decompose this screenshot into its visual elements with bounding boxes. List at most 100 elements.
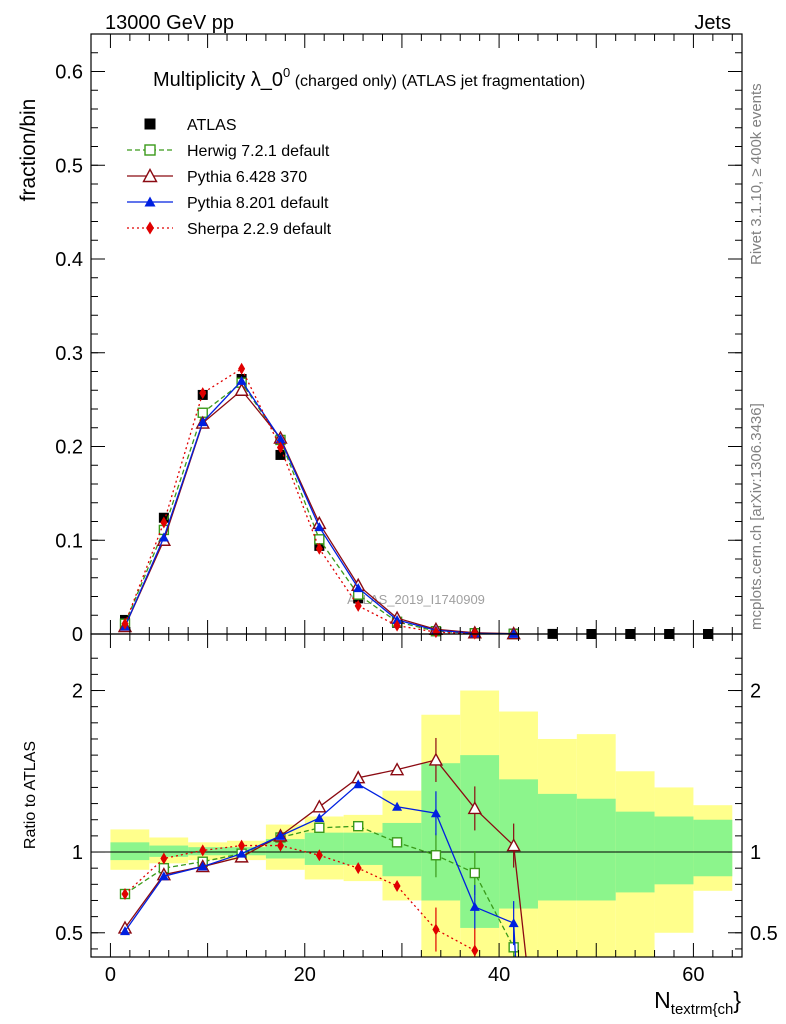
ratio-uncertainty-bands <box>110 690 733 957</box>
inner-band-bin <box>382 822 422 877</box>
main-y-axis-label: fraction/bin <box>17 99 40 202</box>
data-marker <box>197 861 208 871</box>
data-marker <box>430 850 442 861</box>
x-tick-label: 0 <box>105 964 116 986</box>
data-marker <box>506 838 521 852</box>
data-marker <box>315 849 323 862</box>
main-y-tick-label: 0.4 <box>55 249 83 271</box>
data-marker <box>275 434 286 443</box>
main-y-tick-label: 0.3 <box>55 343 83 365</box>
data-marker <box>389 762 405 776</box>
data-marker <box>391 837 403 848</box>
inner-band-bin <box>304 832 344 865</box>
x-axis-label-sub: textrm{ch <box>671 1001 734 1018</box>
ratio-y-tick-label-right: 1 <box>750 842 761 864</box>
data-marker <box>469 867 480 879</box>
main-series-group <box>117 362 713 640</box>
x-axis-label: Ntextrm{ch} <box>654 987 741 1018</box>
ratio-y-tick-label-right: 2 <box>750 681 761 703</box>
chart-title-superscript: 0 <box>283 65 290 80</box>
data-marker <box>236 848 247 858</box>
data-marker <box>144 144 156 156</box>
ratio-y-tick-label: 1 <box>72 842 83 864</box>
data-marker <box>432 626 440 639</box>
chart-title: Multiplicity λ_00 (charged only) (ATLAS … <box>153 65 585 91</box>
data-marker <box>354 862 362 875</box>
ratio-y-tick-label: 0.5 <box>55 923 83 945</box>
main-y-tick-label: 0.1 <box>55 530 83 552</box>
data-marker <box>234 382 249 396</box>
data-marker <box>121 888 129 901</box>
ratio-y-axis-label: Ratio to ATLAS <box>22 741 39 849</box>
header-left: 13000 GeV pp <box>105 12 234 34</box>
ratio-y-tick-label-right: 0.5 <box>750 923 778 945</box>
data-marker <box>469 901 480 911</box>
data-marker <box>353 820 364 832</box>
ratio-y-tick-label: 2 <box>72 681 83 703</box>
inner-band-bin <box>537 793 577 901</box>
data-marker <box>146 221 154 235</box>
data-marker <box>238 362 246 375</box>
data-marker <box>393 619 401 632</box>
legend-label: Pythia 8.201 default <box>187 195 329 212</box>
legend-label: Sherpa 2.2.9 default <box>187 221 332 238</box>
inner-band-bin <box>343 832 383 865</box>
data-marker <box>428 752 444 766</box>
main-y-tick-label: 0.2 <box>55 437 83 459</box>
main-y-tick-label: 0.5 <box>55 155 83 177</box>
data-marker <box>276 839 284 852</box>
data-marker <box>275 449 286 460</box>
data-marker <box>354 599 362 612</box>
legend-label: Pythia 6.428 370 <box>187 169 307 186</box>
data-marker <box>353 779 364 789</box>
data-marker <box>144 118 156 130</box>
x-axis-label-main: N <box>654 987 671 1013</box>
data-marker <box>197 417 208 427</box>
mcplots-reference-label: mcplots.cern.ch [arXiv:1306.3436] <box>748 403 765 630</box>
frames-group: 0 0.1 0.2 0.3 0.4 0.5 0.6 0 20 40 60 0.5 0.5 1 1 2 2 <box>55 33 778 986</box>
data-marker <box>314 822 325 833</box>
x-tick-label: 40 <box>488 964 510 986</box>
data-marker <box>276 441 284 454</box>
main-y-tick-label: 0 <box>72 624 83 646</box>
inner-band-bin <box>149 845 189 857</box>
data-marker <box>430 808 441 818</box>
analysis-watermark: ATLAS_2019_I1740909 <box>347 592 485 607</box>
data-marker <box>199 844 207 857</box>
ratio-frame <box>90 633 743 958</box>
data-marker <box>120 926 131 936</box>
chart-title-suffix: (charged only) (ATLAS jet fragmentation) <box>290 73 585 90</box>
data-marker <box>312 799 327 813</box>
rivet-version-label: Rivet 3.1.10, ≥ 400k events <box>748 83 765 265</box>
x-tick-label: 60 <box>682 964 704 986</box>
legend-label: Herwig 7.2.1 default <box>187 143 330 160</box>
inner-band-bin <box>188 847 228 856</box>
data-marker <box>314 522 325 532</box>
x-tick-label: 20 <box>294 964 316 986</box>
ratio-series-line-0 <box>124 825 516 957</box>
ratio-series-line-2 <box>124 783 517 957</box>
data-marker <box>467 800 482 815</box>
main-y-tick-label: 0.6 <box>55 62 83 84</box>
data-marker <box>432 923 440 936</box>
data-marker <box>158 871 169 881</box>
inner-band-bin <box>654 816 694 885</box>
chart-title-main: Multiplicity λ_0 <box>153 69 283 91</box>
data-marker <box>142 168 158 183</box>
data-marker <box>392 801 403 811</box>
data-marker <box>238 839 246 852</box>
data-marker <box>199 387 207 400</box>
data-marker <box>275 830 286 840</box>
inner-band-bin <box>693 819 733 877</box>
main-series-line-4 <box>124 367 475 635</box>
data-marker <box>158 532 169 542</box>
data-marker <box>508 918 519 928</box>
x-axis-label-end: } <box>733 987 741 1013</box>
legend-label: ATLAS <box>187 117 237 134</box>
header-right: Jets <box>694 12 731 34</box>
ratio-series-group <box>117 737 527 957</box>
data-marker <box>392 614 403 624</box>
data-marker <box>160 852 168 865</box>
data-marker <box>508 628 519 638</box>
